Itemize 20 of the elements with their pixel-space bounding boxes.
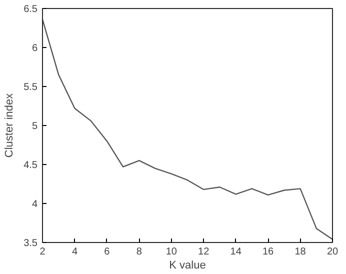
- y-tick-label: 4: [32, 199, 38, 210]
- x-tick-label: 8: [136, 246, 142, 258]
- x-tick-label: 14: [230, 246, 242, 258]
- x-tick-label: 18: [294, 246, 306, 258]
- x-tick-label: 2: [40, 246, 46, 258]
- y-tick-label: 6.5: [24, 4, 38, 15]
- x-tick-label: 20: [326, 246, 338, 258]
- x-tick-label: 16: [262, 246, 274, 258]
- x-tick-label: 6: [104, 246, 110, 258]
- x-tick-label: 10: [166, 246, 178, 258]
- x-tick-label: 4: [72, 246, 78, 258]
- y-tick-label: 4.5: [24, 160, 38, 171]
- y-tick-label: 5: [32, 121, 38, 132]
- x-tick-label: 12: [198, 246, 210, 258]
- y-tick-label: 6: [32, 43, 38, 54]
- x-axis-title: K value: [169, 260, 206, 272]
- line-series: [42, 18, 332, 240]
- y-tick-label: 3.5: [24, 238, 38, 249]
- y-axis-title: Cluster index: [4, 92, 16, 158]
- y-tick-label: 5.5: [24, 82, 38, 93]
